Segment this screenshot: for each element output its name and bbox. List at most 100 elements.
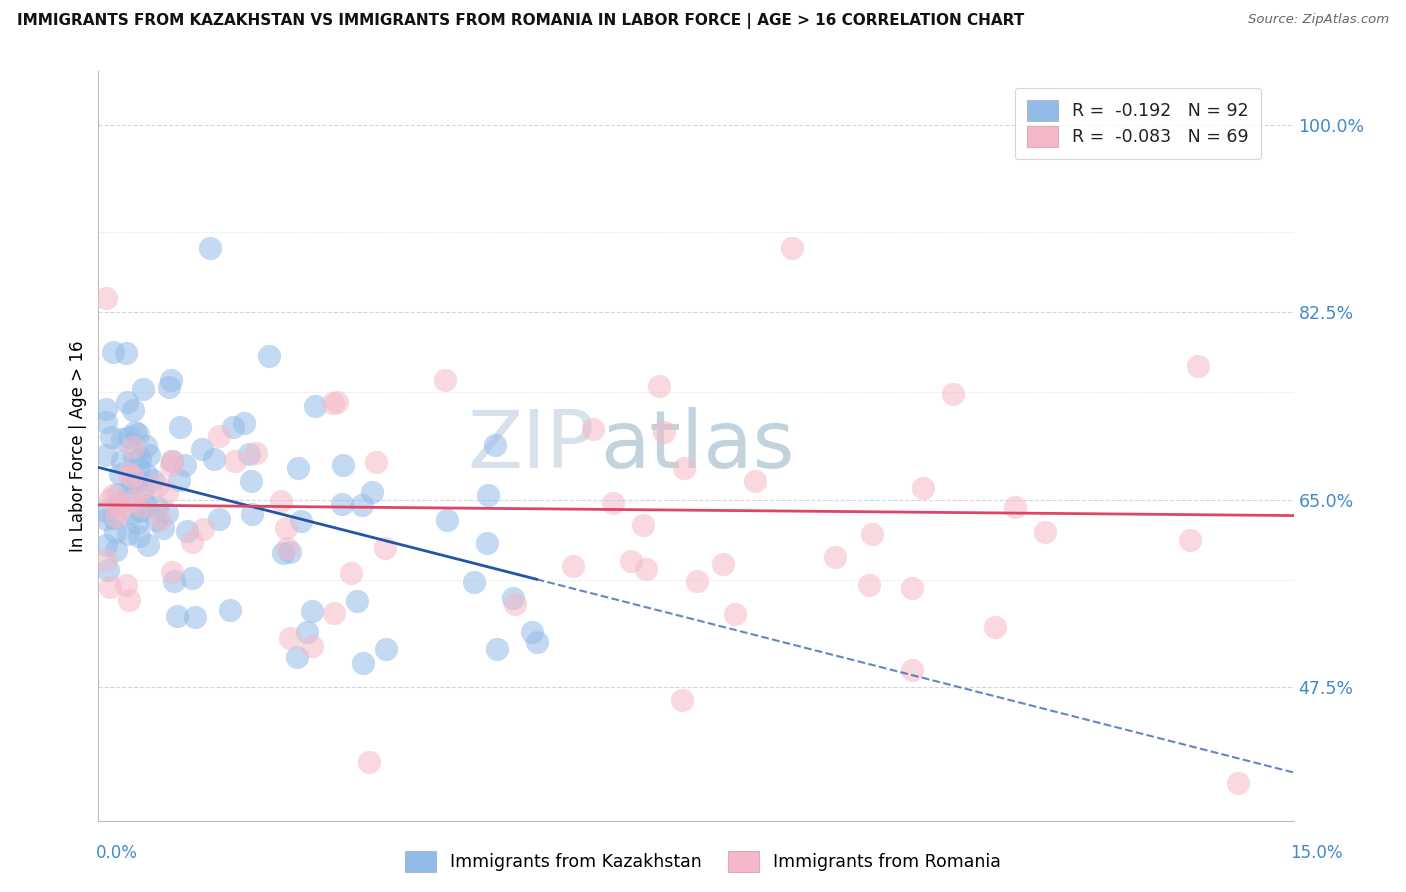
Point: [136, 538, 159, 552]
Point: [520, 625, 543, 640]
Point: [375, 641, 398, 656]
Point: [352, 656, 374, 670]
Point: [135, 467, 157, 481]
Point: [128, 460, 150, 475]
Point: [132, 486, 155, 500]
Text: Source: ZipAtlas.com: Source: ZipAtlas.com: [1249, 13, 1389, 27]
Point: [191, 523, 214, 537]
Point: [364, 455, 387, 469]
Point: [503, 597, 526, 611]
Point: [96, 291, 118, 305]
Point: [911, 482, 934, 496]
Point: [485, 642, 508, 657]
Point: [278, 544, 301, 558]
Point: [110, 497, 132, 511]
Point: [436, 514, 458, 528]
Point: [233, 416, 256, 430]
Point: [115, 346, 138, 360]
Point: [219, 603, 242, 617]
Point: [620, 554, 643, 568]
Point: [671, 693, 693, 707]
Point: [103, 511, 125, 525]
Point: [463, 574, 485, 589]
Point: [208, 512, 231, 526]
Point: [297, 624, 319, 639]
Point: [146, 500, 169, 514]
Point: [360, 485, 382, 500]
Point: [374, 541, 396, 555]
Point: [108, 467, 131, 481]
Point: [1004, 500, 1026, 514]
Point: [287, 461, 309, 475]
Point: [780, 241, 803, 255]
Point: [169, 420, 191, 434]
Point: [285, 649, 308, 664]
Point: [686, 574, 709, 588]
Point: [208, 429, 231, 443]
Point: [101, 344, 124, 359]
Point: [111, 432, 134, 446]
Point: [124, 425, 146, 439]
Point: [582, 422, 605, 436]
Point: [135, 439, 157, 453]
Point: [433, 373, 456, 387]
Y-axis label: In Labor Force | Age > 16: In Labor Force | Age > 16: [69, 340, 87, 552]
Legend: R =  -0.192   N = 92, R =  -0.083   N = 69: R = -0.192 N = 92, R = -0.083 N = 69: [1015, 87, 1261, 160]
Point: [148, 477, 170, 491]
Point: [654, 425, 676, 439]
Point: [122, 402, 145, 417]
Point: [274, 521, 297, 535]
Point: [270, 494, 292, 508]
Point: [238, 447, 260, 461]
Point: [160, 374, 183, 388]
Point: [107, 486, 129, 500]
Point: [224, 454, 246, 468]
Point: [117, 488, 139, 502]
Point: [122, 440, 145, 454]
Point: [159, 458, 181, 472]
Point: [101, 488, 124, 502]
Point: [121, 475, 143, 489]
Point: [475, 536, 498, 550]
Point: [125, 516, 148, 530]
Point: [156, 506, 179, 520]
Point: [131, 504, 153, 518]
Point: [96, 537, 118, 551]
Point: [115, 578, 138, 592]
Point: [121, 506, 143, 520]
Text: IMMIGRANTS FROM KAZAKHSTAN VS IMMIGRANTS FROM ROMANIA IN LABOR FORCE | AGE > 16 : IMMIGRANTS FROM KAZAKHSTAN VS IMMIGRANTS…: [17, 13, 1024, 29]
Point: [127, 426, 149, 441]
Point: [901, 663, 924, 677]
Point: [131, 499, 153, 513]
Point: [122, 493, 145, 508]
Point: [330, 497, 353, 511]
Text: atlas: atlas: [600, 407, 794, 485]
Point: [111, 454, 134, 468]
Point: [860, 527, 883, 541]
Point: [900, 581, 922, 595]
Point: [198, 241, 221, 255]
Point: [142, 474, 165, 488]
Point: [117, 394, 139, 409]
Point: [149, 511, 172, 525]
Point: [648, 379, 671, 393]
Point: [131, 382, 153, 396]
Point: [96, 402, 118, 417]
Text: 0.0%: 0.0%: [96, 844, 138, 862]
Point: [162, 454, 184, 468]
Point: [484, 437, 506, 451]
Point: [155, 484, 177, 499]
Point: [180, 571, 202, 585]
Point: [108, 502, 131, 516]
Point: [98, 492, 121, 507]
Point: [96, 512, 118, 526]
Point: [221, 420, 243, 434]
Point: [191, 442, 214, 456]
Point: [96, 563, 118, 577]
Point: [526, 634, 548, 648]
Point: [121, 469, 143, 483]
Point: [117, 466, 139, 480]
Point: [96, 553, 118, 567]
Point: [117, 527, 139, 541]
Point: [322, 396, 344, 410]
